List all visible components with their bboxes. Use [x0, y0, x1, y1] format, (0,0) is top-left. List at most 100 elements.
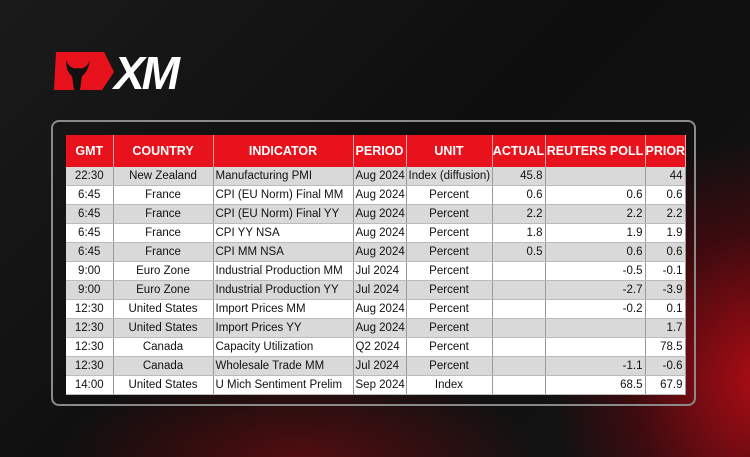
cell-indicator: Wholesale Trade MM	[213, 356, 354, 376]
cell-indicator: CPI (EU Norm) Final MM	[213, 185, 354, 205]
cell-gmt: 14:00	[66, 375, 114, 395]
cell-period: Jul 2024	[353, 356, 407, 376]
cell-unit: Percent	[406, 280, 493, 300]
cell-period: Aug 2024	[353, 242, 407, 262]
cell-gmt: 22:30	[66, 167, 114, 186]
table-row: 9:00 Euro Zone Industrial Production MM Jul…	[66, 261, 686, 281]
cell-unit: Percent	[406, 337, 493, 357]
xm-logo: XM	[54, 50, 185, 92]
header-country: COUNTRY	[113, 135, 214, 167]
cell-reuters-poll: -0.2	[545, 299, 646, 319]
table-row: 12:30 Canada Capacity Utilization Q2 2024 Pe…	[66, 337, 686, 357]
cell-indicator: Capacity Utilization	[213, 337, 354, 357]
cell-period: Aug 2024	[353, 167, 407, 186]
cell-indicator: Manufacturing PMI	[213, 167, 354, 186]
cell-prior: -0.1	[645, 261, 686, 281]
cell-actual	[492, 318, 546, 338]
cell-prior: 78.5	[645, 337, 686, 357]
svg-text:XM: XM	[111, 50, 182, 92]
cell-country: Euro Zone	[113, 280, 214, 300]
cell-gmt: 9:00	[66, 280, 114, 300]
table-row: 12:30 United States Import Prices MM Aug 20…	[66, 299, 686, 319]
cell-reuters-poll: 68.5	[545, 375, 646, 395]
cell-period: Sep 2024	[353, 375, 407, 395]
cell-unit: Percent	[406, 185, 493, 205]
cell-gmt: 12:30	[66, 337, 114, 357]
cell-reuters-poll	[545, 318, 646, 338]
cell-unit: Percent	[406, 242, 493, 262]
cell-unit: Index	[406, 375, 493, 395]
table-frame	[51, 120, 696, 406]
cell-unit: Percent	[406, 223, 493, 243]
cell-prior: 0.6	[645, 242, 686, 262]
cell-indicator: CPI YY NSA	[213, 223, 354, 243]
cell-country: Euro Zone	[113, 261, 214, 281]
table-row: 9:00 Euro Zone Industrial Production YY Jul…	[66, 280, 686, 300]
cell-gmt: 6:45	[66, 242, 114, 262]
cell-country: Canada	[113, 356, 214, 376]
cell-country: United States	[113, 318, 214, 338]
cell-indicator: CPI MM NSA	[213, 242, 354, 262]
cell-gmt: 12:30	[66, 299, 114, 319]
cell-prior: 0.6	[645, 185, 686, 205]
cell-gmt: 9:00	[66, 261, 114, 281]
cell-country: Canada	[113, 337, 214, 357]
cell-reuters-poll: 2.2	[545, 204, 646, 224]
table-row: 14:00 United States U Mich Sentiment Preli…	[66, 375, 686, 395]
cell-actual: 0.5	[492, 242, 546, 262]
cell-indicator: U Mich Sentiment Prelim	[213, 375, 354, 395]
cell-reuters-poll: 0.6	[545, 185, 646, 205]
cell-unit: Percent	[406, 204, 493, 224]
cell-gmt: 6:45	[66, 185, 114, 205]
cell-unit: Percent	[406, 261, 493, 281]
cell-period: Aug 2024	[353, 185, 407, 205]
table-row: 12:30 United States Import Prices YY Aug 20…	[66, 318, 686, 338]
cell-unit: Percent	[406, 356, 493, 376]
header-unit: UNIT	[406, 135, 493, 167]
cell-reuters-poll: 1.9	[545, 223, 646, 243]
table-row: 6:45 France CPI YY NSA Aug 2024 Percent 1.8 1.…	[66, 223, 686, 243]
cell-prior: -3.9	[645, 280, 686, 300]
cell-country: France	[113, 242, 214, 262]
table-row: 12:30 Canada Wholesale Trade MM Jul 2024 Per…	[66, 356, 686, 376]
table-row: 22:30 New Zealand Manufacturing PMI Aug 202…	[66, 167, 686, 186]
cell-prior: 2.2	[645, 204, 686, 224]
cell-unit: Percent	[406, 299, 493, 319]
cell-indicator: Import Prices MM	[213, 299, 354, 319]
cell-actual: 0.6	[492, 185, 546, 205]
cell-country: United States	[113, 299, 214, 319]
cell-country: France	[113, 185, 214, 205]
cell-prior: -0.6	[645, 356, 686, 376]
cell-actual	[492, 337, 546, 357]
cell-gmt: 12:30	[66, 318, 114, 338]
cell-actual	[492, 375, 546, 395]
cell-period: Aug 2024	[353, 299, 407, 319]
cell-prior: 1.7	[645, 318, 686, 338]
cell-period: Jul 2024	[353, 261, 407, 281]
table-row: 6:45 France CPI MM NSA Aug 2024 Percent 0.5 0.…	[66, 242, 686, 262]
cell-reuters-poll: -1.1	[545, 356, 646, 376]
cell-unit: Percent	[406, 318, 493, 338]
cell-actual	[492, 280, 546, 300]
header-gmt: GMT	[66, 135, 114, 167]
cell-period: Aug 2024	[353, 318, 407, 338]
cell-period: Q2 2024	[353, 337, 407, 357]
cell-indicator: Industrial Production MM	[213, 261, 354, 281]
cell-actual	[492, 356, 546, 376]
cell-actual: 1.8	[492, 223, 546, 243]
table-row: 6:45 France CPI (EU Norm) Final MM Aug 2024…	[66, 185, 686, 205]
cell-country: France	[113, 204, 214, 224]
cell-period: Jul 2024	[353, 280, 407, 300]
cell-prior: 0.1	[645, 299, 686, 319]
cell-indicator: Industrial Production YY	[213, 280, 354, 300]
cell-prior: 1.9	[645, 223, 686, 243]
cell-actual	[492, 261, 546, 281]
cell-gmt: 6:45	[66, 204, 114, 224]
cell-reuters-poll: 0.6	[545, 242, 646, 262]
header-period: PERIOD	[353, 135, 407, 167]
cell-actual: 45.8	[492, 167, 546, 186]
cell-reuters-poll	[545, 337, 646, 357]
cell-prior: 67.9	[645, 375, 686, 395]
cell-reuters-poll: -2.7	[545, 280, 646, 300]
header-indicator: INDICATOR	[213, 135, 354, 167]
